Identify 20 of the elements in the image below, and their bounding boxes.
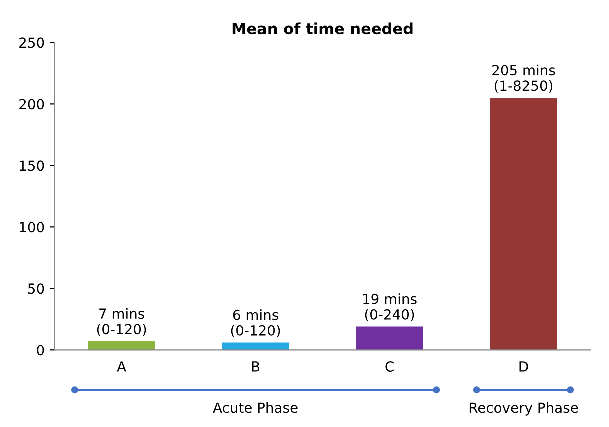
y-tick-label: 200 <box>20 99 44 110</box>
y-tick-label: 50 <box>28 284 44 294</box>
data-label: 19 mins (0-240) <box>364 294 417 322</box>
data-label: 6 mins (0-120) <box>231 310 280 338</box>
y-tick-label: 250 <box>20 38 44 48</box>
text: Acute Phase <box>213 402 298 414</box>
data-label: 205 mins (1-8250) <box>492 64 556 93</box>
text: Recovery Phase <box>470 402 578 416</box>
data-label: 7 mins (0-120) <box>97 308 146 336</box>
bar <box>490 98 558 350</box>
y-tick-label: 150 <box>20 160 44 172</box>
chart-title: Mean of time needed <box>232 22 413 35</box>
y-tick-label: 100 <box>20 222 44 233</box>
x-tick-label: A <box>117 362 126 372</box>
y-tick-label: 0 <box>37 345 44 356</box>
x-tick-label: B <box>252 362 260 372</box>
bar <box>356 326 424 350</box>
x-tick-label: D <box>520 362 528 372</box>
x-tick-label: C <box>386 361 394 372</box>
bar <box>88 342 156 350</box>
